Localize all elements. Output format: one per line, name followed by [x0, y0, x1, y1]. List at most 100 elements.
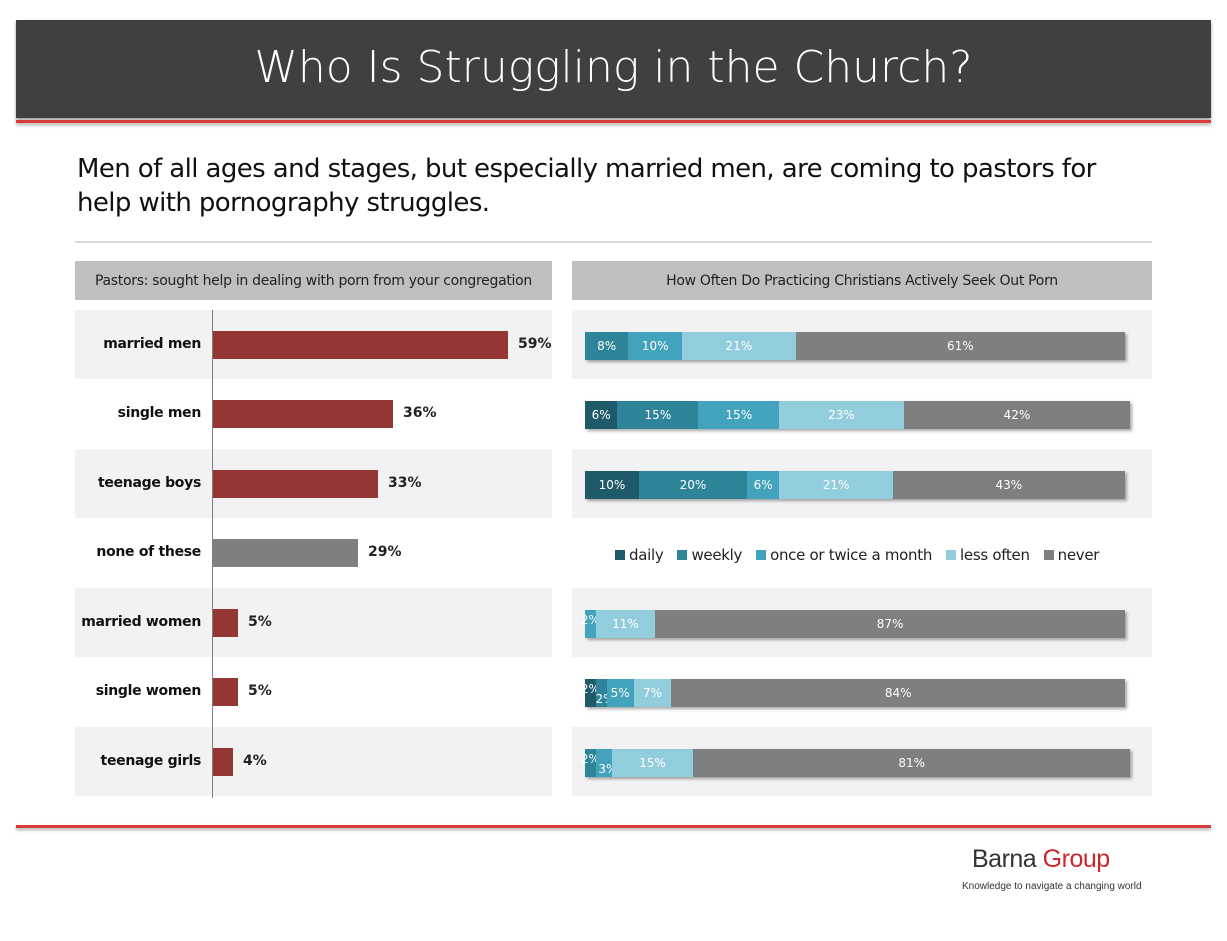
slide-title: Who Is Struggling in the Church?	[254, 42, 973, 93]
stacked-bar: 8% 10% 21% 61%	[585, 331, 1125, 360]
segment-label: 15%	[725, 408, 753, 423]
segment-label: 23%	[828, 408, 855, 423]
segment-monthly: 15%	[698, 401, 780, 430]
logo-tagline: Knowledge to navigate a changing world	[962, 881, 1142, 892]
divider	[75, 241, 1152, 243]
segment-label: 21%	[725, 338, 753, 353]
segment-less_often: 23%	[779, 401, 904, 430]
data-label: 4%	[243, 752, 267, 769]
data-label: 33%	[388, 474, 422, 491]
segment-label: 61%	[946, 338, 974, 353]
legend-swatch	[615, 550, 625, 560]
legend-item-monthly: once or twice a month	[756, 546, 932, 564]
legend-item-daily: daily	[615, 546, 664, 564]
segment-label: 2%	[580, 751, 600, 766]
segment-less_often: 21%	[682, 331, 796, 360]
data-label: 36%	[403, 405, 437, 422]
segment-label: 43%	[995, 477, 1023, 492]
segment-weekly: 2%	[581, 748, 600, 777]
segment-monthly: 2%	[581, 609, 600, 638]
data-label: 59%	[518, 335, 552, 352]
segment-weekly: 2%	[596, 679, 615, 708]
stacked-bar: 6% 15% 15% 23% 42%	[585, 401, 1131, 430]
segment-never: 81%	[692, 748, 1131, 777]
legend-swatch	[946, 550, 957, 560]
left-chart-title: Pastors: sought help in dealing with por…	[75, 261, 552, 300]
category-label: single women	[95, 683, 202, 700]
bar	[213, 400, 393, 429]
top-accent-line	[16, 120, 1211, 123]
segment-label: 42%	[1003, 408, 1031, 423]
category-label: none of these	[96, 544, 201, 561]
segment-less_often: 7%	[633, 679, 672, 708]
segment-weekly: 15%	[617, 401, 699, 430]
row-background-left	[75, 588, 552, 657]
segment-never: 42%	[903, 401, 1131, 430]
segment-label: 6%	[753, 477, 773, 492]
segment-weekly: 8%	[585, 331, 629, 360]
segment-label: 21%	[822, 477, 850, 492]
category-label: teenage boys	[98, 474, 201, 491]
bar	[213, 330, 508, 359]
segment-label: 5%	[610, 686, 630, 701]
data-label: 29%	[368, 544, 402, 561]
barna-logo: Barna Group	[972, 845, 1110, 874]
bar	[213, 678, 238, 707]
segment-label: 11%	[612, 616, 639, 631]
legend-label: weekly	[691, 546, 743, 564]
stacked-bar: 10% 20% 6% 21% 43%	[585, 470, 1125, 499]
legend-item-less_often: less often	[946, 546, 1030, 564]
slide-subtitle: Men of all ages and stages, but especial…	[77, 154, 1096, 218]
segment-label: 6%	[591, 408, 611, 423]
logo-word-group: Group	[1042, 845, 1110, 873]
legend-label: never	[1057, 546, 1100, 564]
segment-daily: 6%	[585, 401, 618, 430]
legend-item-never: never	[1043, 546, 1100, 564]
segment-label: 10%	[641, 338, 669, 353]
segment-monthly: 6%	[747, 470, 780, 499]
segment-label: 15%	[639, 755, 666, 770]
legend-label: daily	[629, 546, 664, 564]
segment-daily: 2%	[581, 679, 600, 708]
segment-never: 87%	[655, 609, 1125, 638]
segment-less_often: 11%	[595, 609, 656, 638]
segment-monthly: 3%	[595, 748, 617, 777]
left-chart-axis	[212, 310, 213, 798]
segment-label: 84%	[884, 686, 912, 701]
data-label: 5%	[248, 683, 272, 700]
right-chart-title: How Often Do Practicing Christians Activ…	[572, 261, 1152, 300]
legend-item-weekly: weekly	[677, 546, 742, 564]
legend-swatch	[756, 550, 767, 560]
segment-never: 43%	[892, 470, 1125, 499]
category-label: married women	[81, 613, 201, 630]
category-label: married men	[103, 335, 201, 352]
bar	[213, 469, 378, 498]
segment-weekly: 20%	[639, 470, 747, 499]
segment-label: 15%	[644, 408, 672, 423]
segment-label: 81%	[898, 755, 926, 770]
legend: daily weekly once or twice a month less oft…	[615, 546, 1099, 564]
stacked-bar: 2% 2% 5% 7% 84%	[581, 679, 1125, 708]
segment-label: 87%	[876, 616, 904, 631]
legend-label: less often	[960, 546, 1030, 564]
segment-less_often: 15%	[611, 748, 693, 777]
legend-label: once or twice a month	[770, 546, 933, 564]
title-bar: Who Is Struggling in the Church?	[16, 20, 1211, 118]
bottom-accent-line	[16, 825, 1211, 828]
category-label: teenage girls	[100, 752, 202, 769]
legend-swatch	[1043, 550, 1054, 560]
bar	[213, 608, 238, 637]
bar	[213, 539, 358, 568]
segment-less_often: 21%	[779, 470, 893, 499]
segment-label: 7%	[642, 686, 663, 701]
row-background-left	[75, 727, 552, 796]
segment-daily: 10%	[585, 470, 639, 499]
bar	[213, 747, 233, 776]
category-label: single men	[117, 405, 202, 422]
segment-label: 20%	[679, 477, 707, 492]
legend-swatch	[677, 550, 688, 560]
segment-monthly: 5%	[606, 679, 634, 708]
segment-label: 8%	[597, 338, 617, 353]
segment-label: 10%	[598, 477, 626, 492]
